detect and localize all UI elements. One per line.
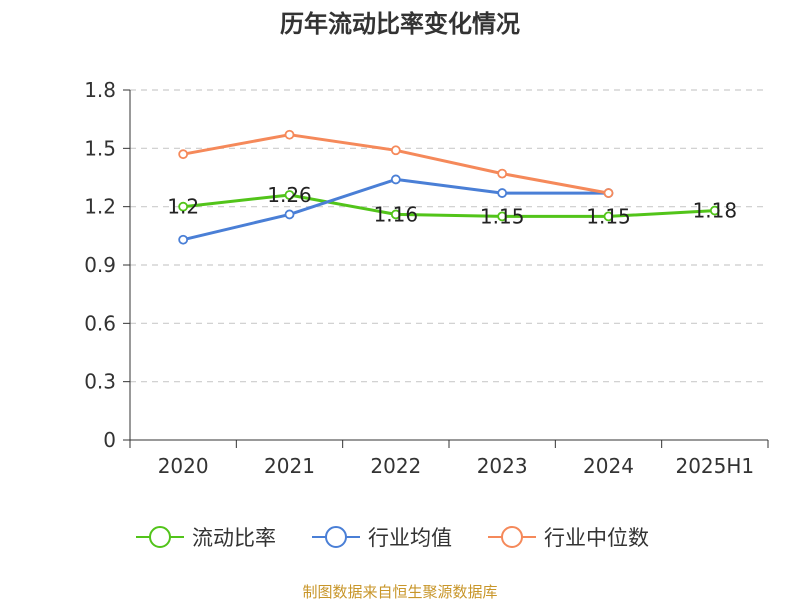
legend-item-1: 流动比率 <box>136 526 276 550</box>
x-tick-label: 2022 <box>370 454 421 478</box>
data-point <box>284 209 295 220</box>
y-tick-label: 0.3 <box>84 370 116 394</box>
source-note: 制图数据来自恒生聚源数据库 <box>302 583 497 600</box>
data-label: 1.15 <box>586 204 631 228</box>
axes: 0 0.3 0.6 0.9 1.2 1.5 1.8 2020 2021 2022 2023 2024 2… <box>84 78 769 478</box>
x-tick-label: 2021 <box>264 454 315 478</box>
y-tick-label: 1.8 <box>84 78 116 102</box>
legend-marker <box>149 526 171 548</box>
y-tick-label: 0 <box>103 428 116 452</box>
legend-marker <box>325 526 347 548</box>
data-point <box>284 129 295 140</box>
y-tick-label: 1.5 <box>84 136 116 160</box>
series-line-1 <box>183 193 715 218</box>
y-tick-label: 0.6 <box>84 311 116 335</box>
data-point <box>390 145 401 156</box>
legend-item-2: 行业均值 <box>312 526 452 550</box>
data-point <box>709 205 720 216</box>
chart-title: 历年流动比率变化情况 <box>280 10 520 38</box>
data-point <box>497 211 508 222</box>
legend-item-3: 行业中位数 <box>488 526 649 550</box>
x-tick-label: 2020 <box>158 454 209 478</box>
grid-lines <box>130 89 768 383</box>
data-point <box>603 211 614 222</box>
x-tick-label: 2024 <box>583 454 634 478</box>
x-tick-label: 2023 <box>477 454 528 478</box>
y-tick-label: 0.9 <box>84 253 116 277</box>
y-tick-label: 1.2 <box>84 195 116 219</box>
legend-label: 流动比率 <box>192 526 276 550</box>
data-label: 1.26 <box>267 183 312 207</box>
data-point <box>178 149 189 160</box>
data-label: 1.15 <box>480 204 525 228</box>
legend-label: 行业均值 <box>368 526 452 550</box>
data-point <box>178 201 189 212</box>
legend: 流动比率 行业均值 行业中位数 <box>136 526 649 550</box>
data-point <box>178 234 189 245</box>
legend-label: 行业中位数 <box>544 526 649 550</box>
data-label: 1.16 <box>374 202 419 226</box>
data-point <box>497 188 508 198</box>
data-label: 1.2 <box>167 195 199 219</box>
data-labels: 1.2 1.26 1.16 1.15 1.15 1.18 <box>167 183 737 228</box>
data-point <box>497 168 508 179</box>
data-point <box>390 209 401 220</box>
data-point <box>390 174 401 185</box>
series-lines <box>178 129 720 245</box>
legend-marker <box>501 526 523 548</box>
x-tick-label: 2025H1 <box>675 454 754 478</box>
data-point <box>603 188 614 198</box>
data-label: 1.18 <box>693 199 738 223</box>
data-point <box>284 190 295 200</box>
